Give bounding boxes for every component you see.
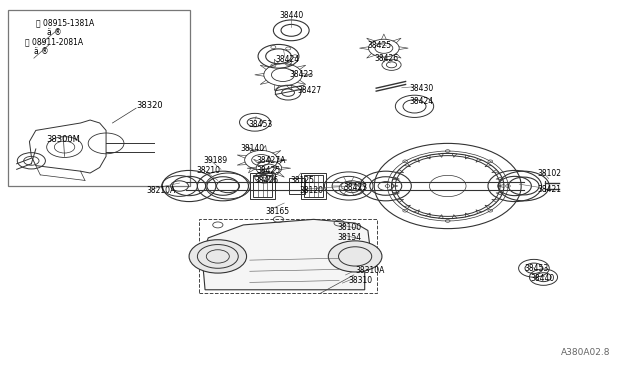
Text: 38440: 38440 <box>531 274 555 283</box>
Circle shape <box>328 241 382 272</box>
Text: 38424: 38424 <box>275 55 300 64</box>
Text: 38423: 38423 <box>289 70 314 79</box>
Text: 38426: 38426 <box>374 54 399 62</box>
Text: A380A02.8: A380A02.8 <box>561 348 611 357</box>
Text: 38125: 38125 <box>291 176 315 185</box>
Bar <box>8 10 190 186</box>
Text: 39189: 39189 <box>204 156 228 165</box>
Circle shape <box>189 240 246 273</box>
Text: Ⓦ 08915-1381A: Ⓦ 08915-1381A <box>36 19 94 28</box>
Text: 38423: 38423 <box>343 183 367 192</box>
Text: ä ®: ä ® <box>47 28 61 37</box>
Text: 38425: 38425 <box>256 166 280 175</box>
Text: 38453: 38453 <box>248 121 273 129</box>
Text: 38427A: 38427A <box>256 156 285 165</box>
Bar <box>289 178 305 194</box>
Text: 38427: 38427 <box>298 86 322 95</box>
Text: 38425: 38425 <box>368 41 392 50</box>
Text: 38300M: 38300M <box>47 135 81 144</box>
Text: 38453: 38453 <box>524 264 548 273</box>
Text: Ⓝ 08911-2081A: Ⓝ 08911-2081A <box>25 38 83 47</box>
Text: 38426: 38426 <box>254 176 278 185</box>
Text: 38421: 38421 <box>537 185 561 194</box>
Bar <box>250 173 275 199</box>
Text: ä ®: ä ® <box>34 47 49 56</box>
Text: 38424: 38424 <box>410 97 433 106</box>
Bar <box>301 173 326 199</box>
Text: 38120: 38120 <box>300 186 324 195</box>
Text: 38430: 38430 <box>410 84 434 93</box>
Text: 38440: 38440 <box>279 11 303 20</box>
Polygon shape <box>202 219 371 290</box>
Text: 38102: 38102 <box>537 169 561 177</box>
Bar <box>198 219 378 294</box>
Bar <box>253 175 272 197</box>
Text: 38154: 38154 <box>337 232 362 242</box>
Text: 38310A: 38310A <box>355 266 385 275</box>
Text: 38320: 38320 <box>136 101 163 110</box>
Bar <box>305 175 323 197</box>
Text: 38140: 38140 <box>240 144 264 153</box>
Text: 38310: 38310 <box>349 276 373 285</box>
Text: 38210A: 38210A <box>147 186 175 195</box>
Text: 38165: 38165 <box>265 207 289 216</box>
Text: 38210: 38210 <box>196 166 220 175</box>
Text: 38100: 38100 <box>337 223 362 232</box>
